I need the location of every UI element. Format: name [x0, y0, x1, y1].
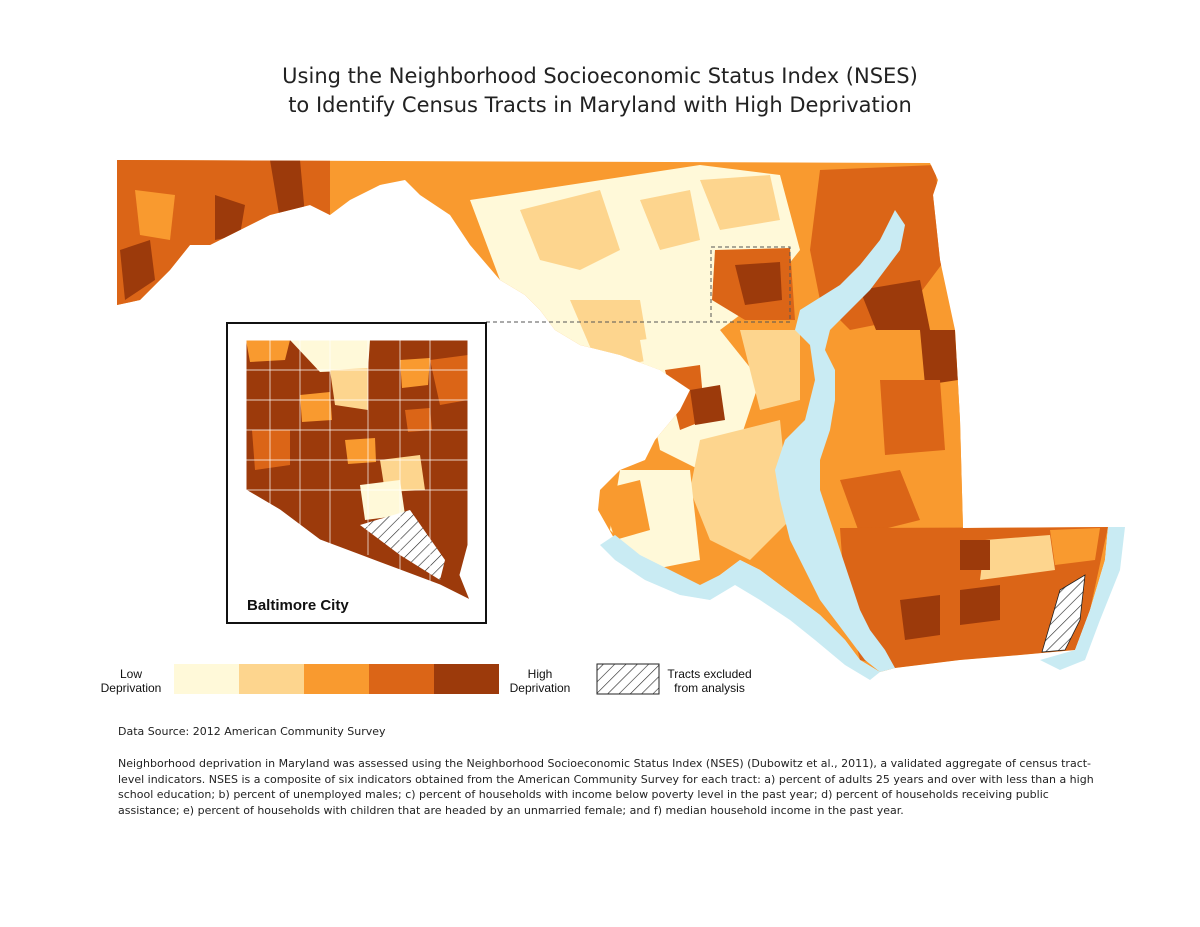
tract-region: [960, 540, 990, 570]
tract-region: [980, 535, 1055, 580]
tract-region: [600, 480, 650, 540]
tract-region: [246, 340, 290, 362]
tract-region: [330, 368, 368, 410]
excluded-tracts-shore: [1041, 574, 1086, 653]
tract-region: [900, 595, 940, 640]
inset-label: Baltimore City: [247, 597, 349, 614]
tract-region: [860, 280, 930, 340]
tract-region: [840, 470, 920, 535]
tract-region: [252, 430, 290, 470]
potomac-river: [600, 535, 880, 680]
legend-swatch-3: [304, 664, 369, 694]
tract-region: [735, 262, 782, 305]
map-title-line-1: Using the Neighborhood Socioeconomic Sta…: [282, 64, 918, 88]
legend-excluded-line-1: Tracts excluded: [667, 667, 752, 681]
legend-excluded-label: Tracts excluded from analysis: [662, 667, 757, 695]
tract-region: [405, 408, 432, 432]
legend-excluded-swatch: [596, 663, 660, 695]
legend-high-line-2: Deprivation: [509, 681, 571, 695]
tract-region: [1050, 528, 1100, 565]
data-source: Data Source: 2012 American Community Sur…: [118, 725, 386, 738]
legend-high-line-1: High: [527, 667, 553, 681]
legend-excluded-line-2: from analysis: [674, 681, 745, 695]
legend-swatch-4: [369, 664, 434, 694]
legend-low-line-1: Low: [119, 667, 142, 681]
legend-low-line-2: Deprivation: [100, 681, 162, 695]
legend-swatch-2: [239, 664, 304, 694]
map-title: Using the Neighborhood Socioeconomic Sta…: [0, 62, 1200, 120]
legend-low-label: Low Deprivation: [96, 667, 166, 695]
legend-swatch-5: [434, 664, 499, 694]
tract-region: [520, 190, 620, 270]
tract-region: [270, 160, 305, 220]
tract-region: [690, 385, 725, 425]
tract-region: [700, 175, 780, 230]
inset-city-outline: [245, 339, 471, 602]
legend-high-label: High Deprivation: [504, 667, 576, 695]
tract-region: [640, 190, 700, 250]
tract-region: [300, 392, 332, 422]
tract-region: [960, 585, 1000, 625]
tract-region: [740, 330, 800, 410]
atlantic-coast-water: [1040, 527, 1125, 670]
legend: [174, 663, 660, 695]
tract-region: [690, 420, 790, 560]
tract-region: [570, 300, 650, 370]
excluded-tracts-harbor: [360, 510, 445, 580]
tract-region: [400, 358, 430, 388]
map-title-line-2: to Identify Census Tracts in Maryland wi…: [288, 93, 912, 117]
tract-region: [215, 195, 245, 240]
chesapeake-bay: [775, 210, 905, 672]
tract-region: [135, 190, 175, 240]
tract-region: [920, 330, 958, 385]
tract-region: [430, 355, 468, 405]
description-paragraph: Neighborhood deprivation in Maryland was…: [118, 757, 1094, 817]
tract-region: [880, 380, 945, 455]
tract-region: [120, 240, 155, 300]
tract-boundaries: [246, 340, 468, 585]
legend-swatch-1: [174, 664, 239, 694]
